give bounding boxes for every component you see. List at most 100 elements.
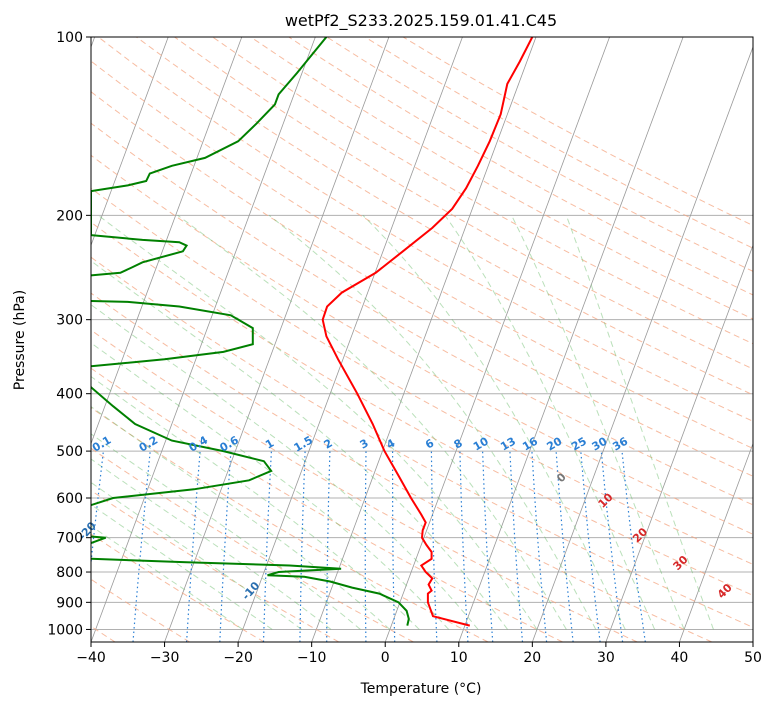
moist-adiabat-line xyxy=(511,215,685,630)
dry-adiabat-line xyxy=(91,489,340,642)
mixing-ratio-line xyxy=(299,451,306,642)
isotherm-line xyxy=(384,37,610,642)
moist-adiabat-line xyxy=(97,214,538,630)
mixing-ratio-label: 1 xyxy=(263,437,276,452)
y-tick-label: 500 xyxy=(56,444,83,460)
mixing-ratio-line xyxy=(186,451,201,642)
dry-adiabat-line xyxy=(250,37,753,320)
y-tick-label: 800 xyxy=(56,565,83,581)
x-tick-label: 0 xyxy=(381,650,390,666)
isotherm-line xyxy=(605,244,753,642)
mixing-ratio-line xyxy=(531,451,548,642)
dry-adiabat-line xyxy=(91,154,753,535)
sounding-series xyxy=(91,37,534,627)
moist-adiabat-line xyxy=(268,214,597,630)
moist-adiabat-line xyxy=(91,504,273,630)
moist-adiabat-line xyxy=(565,215,714,630)
mixing-ratio-line xyxy=(600,451,624,642)
dry-adiabat-line xyxy=(326,37,753,272)
x-tick-label: 40 xyxy=(670,650,688,666)
isotherm-line xyxy=(531,45,753,642)
y-tick-label: 400 xyxy=(56,387,83,403)
axis-ticks: −40 −30 −20 −10 0 10 20 30 40 5010020030040050060… xyxy=(47,30,762,666)
mixing-ratio-line xyxy=(91,451,104,569)
dry-adiabat-line xyxy=(91,91,753,477)
x-tick-label: −10 xyxy=(297,650,327,666)
dry-adiabat-line xyxy=(91,187,753,565)
mixing-ratio-line xyxy=(621,451,646,642)
moist-adiabat-line xyxy=(91,433,361,630)
x-tick-label: 50 xyxy=(744,650,762,666)
background-lines xyxy=(91,37,753,642)
dry-adiabat-line xyxy=(97,37,753,422)
moist-adiabat-line xyxy=(177,214,567,630)
y-tick-label: 1000 xyxy=(47,622,83,638)
mixing-ratio-line xyxy=(580,451,601,642)
moist-adiabat-line xyxy=(444,215,656,630)
isotherm-line xyxy=(458,37,684,642)
moist-adiabat-label: 20 xyxy=(630,525,650,545)
mixing-ratio-line xyxy=(219,451,232,642)
dry-adiabat-line xyxy=(91,406,489,642)
moist-adiabat-line xyxy=(91,375,420,630)
isotherm-line xyxy=(91,37,243,445)
dry-adiabat-line xyxy=(91,292,713,642)
y-tick-label: 900 xyxy=(56,595,83,611)
moist-adiabat-line xyxy=(91,260,508,630)
dry-adiabat-line xyxy=(402,37,753,227)
dry-adiabat-line xyxy=(91,122,753,506)
dry-adiabat-line xyxy=(91,367,563,642)
dry-adiabat-line xyxy=(136,37,753,396)
y-tick-label: 600 xyxy=(56,491,83,507)
isotherm-line xyxy=(311,37,537,642)
x-tick-label: −20 xyxy=(223,650,253,666)
y-tick-label: 200 xyxy=(56,208,83,224)
moist-adiabat-line xyxy=(91,481,302,630)
mixing-ratio-line xyxy=(482,451,494,642)
dry-adiabat-line xyxy=(91,447,414,642)
isotherm-line xyxy=(91,37,169,247)
y-tick-label: 100 xyxy=(56,30,83,46)
isotherm-line xyxy=(679,442,753,642)
moist-adiabat-line xyxy=(91,525,244,630)
moist-adiabat-line xyxy=(91,406,391,630)
isotherm-line xyxy=(164,37,390,642)
mixing-ratio-line xyxy=(364,451,367,642)
isotherm-line xyxy=(237,37,463,642)
dry-adiabat-line xyxy=(174,37,753,370)
mixing-ratio-label: 4 xyxy=(384,436,397,451)
dry-adiabat-line xyxy=(91,533,265,642)
dewpoint-profile-line xyxy=(91,37,410,626)
moist-adiabat-line xyxy=(362,214,626,630)
mixing-ratio-lines xyxy=(91,451,646,642)
mixing-ratio-line xyxy=(459,451,469,642)
plot-frame xyxy=(90,36,754,643)
x-tick-label: 10 xyxy=(450,650,468,666)
temperature-profile-line xyxy=(321,37,534,627)
chart-title: wetPf2_S233.2025.159.01.41.C45 xyxy=(285,11,557,31)
moist-adiabat-label: 30 xyxy=(671,553,691,573)
x-tick-label: 20 xyxy=(523,650,541,666)
dry-adiabat-line xyxy=(91,60,753,450)
mixing-ratio-label: 3 xyxy=(358,437,371,452)
mixing-ratio-line xyxy=(392,451,396,642)
isotherm-line xyxy=(91,37,316,642)
x-axis-label: Temperature (°C) xyxy=(360,681,482,697)
moist-adiabat-line xyxy=(91,304,479,630)
x-tick-label: −30 xyxy=(150,650,180,666)
isotherm-line xyxy=(752,640,753,642)
x-tick-label: −40 xyxy=(76,650,106,666)
moist-adiabat-line xyxy=(91,458,332,630)
y-tick-label: 700 xyxy=(56,531,83,547)
mixing-ratio-line xyxy=(132,451,151,642)
y-axis-label: Pressure (hPa) xyxy=(12,290,28,390)
line-labels: 0.10.20.40.611.52346810131620253036-100-… xyxy=(76,433,735,602)
moist-adiabat-label: 0 xyxy=(554,470,569,485)
moist-adiabat-label: 40 xyxy=(715,581,735,601)
dry-adiabat-line xyxy=(91,578,190,642)
y-tick-label: 300 xyxy=(56,313,83,329)
x-tick-label: 30 xyxy=(597,650,615,666)
moist-adiabat-line xyxy=(91,342,450,630)
mixing-ratio-line xyxy=(262,451,272,642)
